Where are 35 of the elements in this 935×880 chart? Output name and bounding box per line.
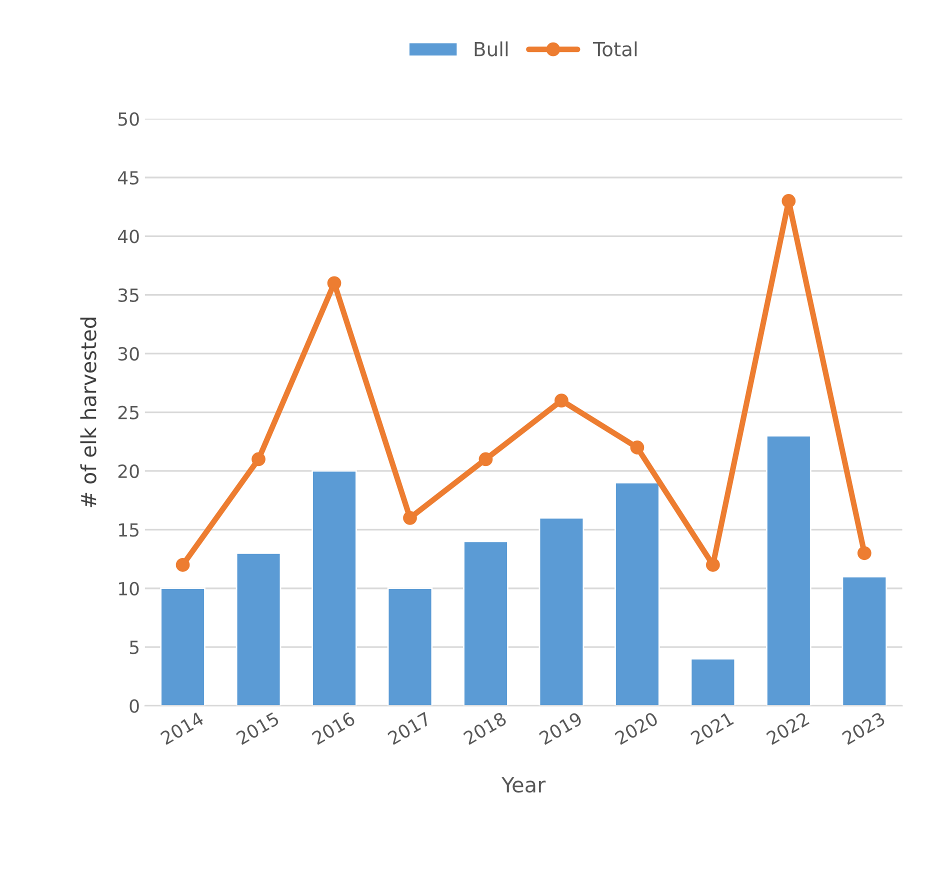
point: [176, 558, 190, 572]
bar: [236, 552, 282, 706]
bar: [842, 576, 888, 706]
bar: [387, 588, 433, 706]
x-axis-title: Year: [502, 777, 546, 793]
bar: [463, 540, 508, 706]
bar: [614, 482, 660, 706]
bar: [538, 517, 584, 706]
y-tick-label: 20: [118, 464, 139, 478]
y-tick-label: 35: [118, 288, 138, 302]
point: [554, 394, 568, 408]
y-tick-label: 5: [130, 640, 138, 654]
point: [327, 276, 342, 290]
bar: [690, 658, 736, 706]
point: [478, 452, 493, 466]
point: [403, 510, 417, 525]
y-tick-label: 25: [118, 406, 138, 420]
y-tick-label: 30: [118, 347, 139, 361]
point: [857, 546, 872, 560]
y-tick-label: 10: [119, 582, 139, 596]
point: [782, 194, 796, 208]
legend-label: Bull: [474, 41, 508, 56]
y-tick-label: 15: [119, 523, 138, 537]
y-tick-label: 0: [130, 699, 139, 713]
point: [630, 440, 644, 454]
bar: [312, 470, 357, 706]
y-axis-title: # of elk harvested: [80, 318, 96, 508]
y-tick-label: 40: [118, 230, 139, 244]
y-tick-label: 45: [118, 171, 138, 185]
point: [706, 558, 720, 572]
legend-label: Total: [592, 41, 637, 56]
bar: [766, 435, 812, 706]
bar: [160, 588, 206, 706]
y-tick-label: 50: [118, 112, 139, 126]
point: [252, 452, 266, 466]
